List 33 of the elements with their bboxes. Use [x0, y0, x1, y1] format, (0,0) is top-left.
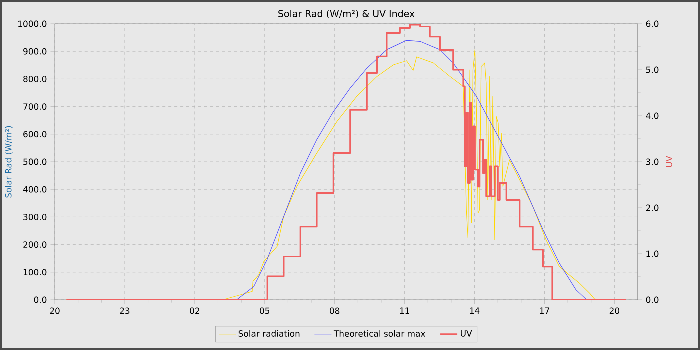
y2-tick-label: 4.0	[646, 112, 659, 120]
legend-label: Solar radiation	[238, 330, 300, 337]
x-tick-label: 14	[470, 308, 480, 314]
y2-axis-title: UV	[666, 156, 672, 168]
x-tick-label: 20	[610, 308, 620, 314]
y-tick-label: 400.0	[23, 186, 47, 193]
legend-label: Theoretical solar max	[334, 330, 426, 337]
y2-tick-label: 0.0	[646, 296, 659, 304]
y-tick-label: 900.0	[24, 48, 47, 55]
y2-tick-label: 1.0	[646, 250, 659, 258]
y-tick-label: 1000.0	[18, 20, 47, 28]
chart-title: Solar Rad (W/m²) & UV Index	[278, 10, 415, 18]
y-tick-label: 200.0	[24, 242, 47, 248]
x-tick-label: 11	[400, 308, 410, 314]
legend-label: UV	[461, 330, 472, 337]
y2-tick-label: 3.0	[646, 158, 659, 166]
x-tick-label: 23	[120, 308, 130, 314]
y-axis-title: Solar Rad (W/m²)	[5, 126, 13, 198]
y-tick-label: 800.0	[24, 76, 47, 82]
y-tick-label: 300.0	[24, 214, 47, 220]
y-tick-label: 500.0	[24, 158, 47, 166]
x-tick-label: 17	[540, 308, 550, 314]
y-tick-label: 100.0	[24, 269, 47, 276]
x-tick-label: 08	[330, 308, 340, 314]
y2-tick-label: 6.0	[646, 20, 659, 28]
y-tick-label: 700.0	[24, 104, 47, 110]
x-tick-label: 05	[260, 308, 270, 314]
x-tick-label: 02	[190, 308, 200, 314]
y2-tick-label: 2.0	[646, 204, 659, 212]
y2-tick-label: 5.0	[646, 66, 659, 74]
y-tick-label: 0.0	[34, 296, 47, 304]
x-tick-label: 20	[50, 308, 60, 314]
y-tick-label: 600.0	[24, 131, 47, 138]
